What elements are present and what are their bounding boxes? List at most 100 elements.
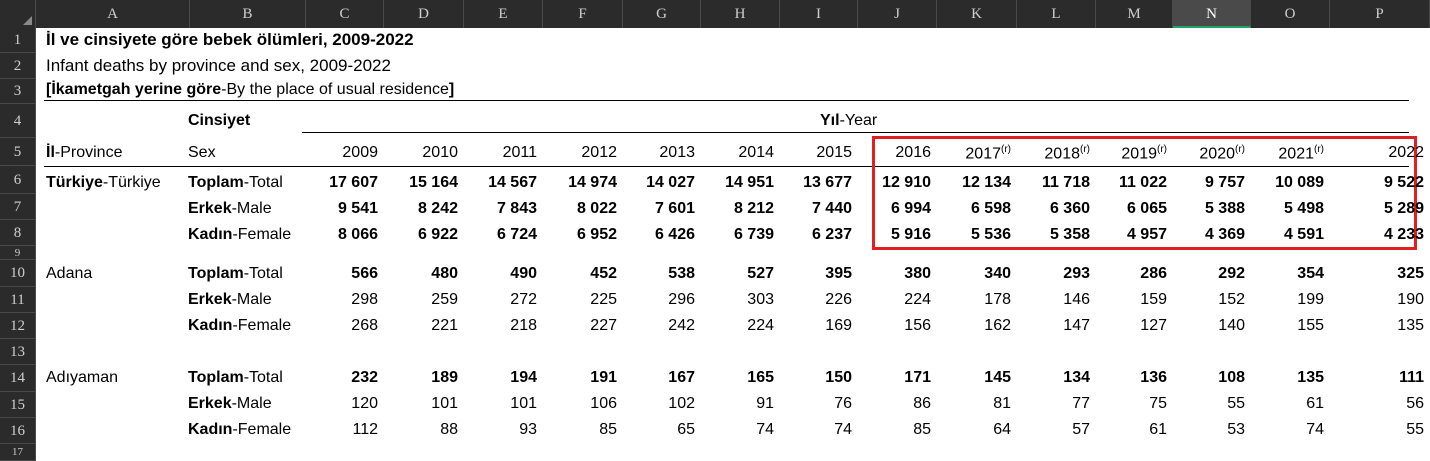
table-cell[interactable]: 354: [1297, 265, 1324, 282]
table-cell[interactable]: 85: [913, 421, 931, 438]
table-cell[interactable]: 162: [984, 317, 1011, 334]
table-cell[interactable]: 7 843: [496, 200, 537, 217]
table-cell[interactable]: 86: [913, 395, 931, 412]
table-cell[interactable]: 120: [351, 395, 378, 412]
table-cell[interactable]: 106: [590, 395, 617, 412]
table-cell[interactable]: 146: [1063, 291, 1090, 308]
row-header-9[interactable]: 9: [0, 246, 35, 260]
table-cell[interactable]: 8 212: [733, 200, 774, 217]
table-cell[interactable]: 93: [519, 421, 537, 438]
table-cell[interactable]: 55: [1406, 421, 1424, 438]
table-cell[interactable]: 61: [1306, 395, 1324, 412]
table-cell[interactable]: 101: [431, 395, 458, 412]
table-cell[interactable]: 9 522: [1383, 174, 1424, 191]
table-cell[interactable]: 108: [1218, 369, 1245, 386]
table-cell[interactable]: 14 951: [725, 174, 774, 191]
table-cell[interactable]: 5 388: [1204, 200, 1245, 217]
row-header-3[interactable]: 3: [0, 79, 35, 104]
table-cell[interactable]: 490: [510, 265, 537, 282]
table-cell[interactable]: 155: [1297, 317, 1324, 334]
table-cell[interactable]: 61: [1149, 421, 1167, 438]
table-cell[interactable]: 135: [1297, 369, 1324, 386]
row-header-8[interactable]: 8: [0, 220, 35, 246]
table-cell[interactable]: 13 677: [803, 174, 852, 191]
table-cell[interactable]: 156: [904, 317, 931, 334]
column-header-c[interactable]: C: [306, 0, 384, 28]
table-cell[interactable]: 452: [590, 265, 617, 282]
table-cell[interactable]: 127: [1140, 317, 1167, 334]
column-header-m[interactable]: M: [1096, 0, 1173, 28]
table-cell[interactable]: 112: [352, 421, 378, 438]
table-cell[interactable]: 88: [440, 421, 458, 438]
table-cell[interactable]: 296: [668, 291, 695, 308]
row-header-1[interactable]: 1: [0, 28, 35, 53]
table-cell[interactable]: 6 598: [970, 200, 1011, 217]
table-cell[interactable]: 56: [1406, 395, 1424, 412]
column-header-d[interactable]: D: [384, 0, 464, 28]
table-cell[interactable]: 152: [1218, 291, 1245, 308]
table-cell[interactable]: 14 027: [646, 174, 695, 191]
table-cell[interactable]: 145: [984, 369, 1011, 386]
row-header-7[interactable]: 7: [0, 194, 35, 220]
column-header-k[interactable]: K: [937, 0, 1017, 28]
row-header-14[interactable]: 14: [0, 365, 35, 392]
table-cell[interactable]: 4 591: [1283, 226, 1324, 243]
table-cell[interactable]: 5 289: [1383, 200, 1424, 217]
table-cell[interactable]: 199: [1297, 291, 1324, 308]
table-cell[interactable]: 224: [904, 291, 931, 308]
table-cell[interactable]: 111: [1399, 369, 1424, 386]
table-cell[interactable]: 480: [431, 265, 458, 282]
table-cell[interactable]: 325: [1397, 265, 1424, 282]
column-header-e[interactable]: E: [464, 0, 543, 28]
table-cell[interactable]: 395: [825, 265, 852, 282]
table-cell[interactable]: 14 567: [488, 174, 537, 191]
table-cell[interactable]: 102: [668, 395, 695, 412]
table-cell[interactable]: 6 952: [576, 226, 617, 243]
table-cell[interactable]: 134: [1063, 369, 1090, 386]
table-cell[interactable]: 6 426: [654, 226, 695, 243]
table-cell[interactable]: 8 022: [576, 200, 617, 217]
table-cell[interactable]: 74: [834, 421, 852, 438]
table-cell[interactable]: 169: [825, 317, 852, 334]
table-cell[interactable]: 171: [904, 369, 931, 386]
table-cell[interactable]: 232: [351, 369, 378, 386]
table-cell[interactable]: 286: [1140, 265, 1167, 282]
table-cell[interactable]: 303: [747, 291, 774, 308]
table-cell[interactable]: 101: [510, 395, 537, 412]
row-header-10[interactable]: 10: [0, 260, 35, 287]
table-cell[interactable]: 11 022: [1118, 174, 1167, 191]
table-cell[interactable]: 191: [590, 369, 617, 386]
row-header-2[interactable]: 2: [0, 53, 35, 79]
table-cell[interactable]: 226: [825, 291, 852, 308]
table-cell[interactable]: 159: [1140, 291, 1167, 308]
table-cell[interactable]: 527: [747, 265, 774, 282]
row-header-4[interactable]: 4: [0, 104, 35, 138]
table-cell[interactable]: 566: [351, 265, 378, 282]
table-cell[interactable]: 6 994: [890, 200, 931, 217]
column-header-p[interactable]: P: [1330, 0, 1430, 28]
row-header-17[interactable]: 17: [0, 444, 35, 461]
table-cell[interactable]: 165: [747, 369, 774, 386]
table-cell[interactable]: 91: [756, 395, 774, 412]
table-cell[interactable]: 4 957: [1126, 226, 1167, 243]
table-cell[interactable]: 147: [1063, 317, 1090, 334]
table-cell[interactable]: 10 089: [1275, 174, 1324, 191]
table-cell[interactable]: 167: [668, 369, 695, 386]
table-cell[interactable]: 340: [984, 265, 1011, 282]
select-all-corner[interactable]: [0, 0, 36, 28]
table-cell[interactable]: 75: [1149, 395, 1167, 412]
row-header-6[interactable]: 6: [0, 166, 35, 194]
table-cell[interactable]: 6 065: [1126, 200, 1167, 217]
column-header-l[interactable]: L: [1017, 0, 1096, 28]
table-cell[interactable]: 53: [1227, 421, 1245, 438]
table-cell[interactable]: 189: [431, 369, 458, 386]
table-cell[interactable]: 12 910: [882, 174, 931, 191]
column-header-j[interactable]: J: [858, 0, 937, 28]
table-cell[interactable]: 298: [351, 291, 378, 308]
table-cell[interactable]: 538: [668, 265, 695, 282]
column-header-o[interactable]: O: [1251, 0, 1330, 28]
row-header-13[interactable]: 13: [0, 339, 35, 365]
table-cell[interactable]: 64: [993, 421, 1011, 438]
table-cell[interactable]: 136: [1140, 369, 1167, 386]
column-header-h[interactable]: H: [701, 0, 780, 28]
